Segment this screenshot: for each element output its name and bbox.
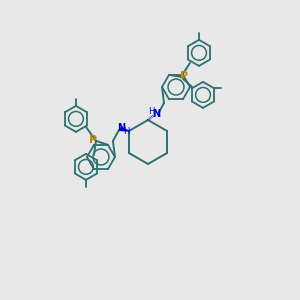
Text: H: H xyxy=(148,106,154,116)
Text: H: H xyxy=(123,128,129,136)
Text: N: N xyxy=(117,123,125,133)
Text: P: P xyxy=(89,135,97,145)
Text: P: P xyxy=(180,71,188,81)
Text: N: N xyxy=(152,109,160,119)
Polygon shape xyxy=(121,128,129,131)
